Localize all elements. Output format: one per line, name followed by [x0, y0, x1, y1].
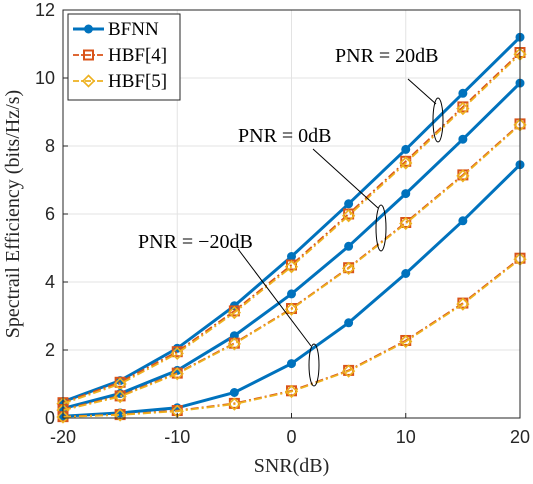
legend: BFNN HBF[4] HBF[5]	[67, 13, 181, 101]
annotation-label: PNR = −20dB	[138, 231, 253, 253]
x-tick-label: 0	[286, 427, 296, 447]
series-group	[58, 78, 525, 413]
legend-label: HBF[4]	[108, 45, 167, 66]
data-point	[344, 318, 354, 328]
series-line	[62, 258, 521, 418]
data-point	[401, 144, 411, 154]
annotation-ellipse	[375, 204, 387, 252]
data-point	[170, 367, 184, 381]
data-point	[399, 156, 413, 170]
x-axis-title: SNR(dB)	[254, 455, 330, 477]
data-point	[287, 252, 296, 261]
legend-label: BFNN	[108, 19, 159, 40]
data-point	[341, 261, 356, 276]
data-point	[287, 289, 296, 299]
x-tick-label: -20	[50, 427, 76, 447]
y-tick-label: 2	[45, 340, 55, 360]
data-point	[458, 216, 468, 226]
data-point	[344, 241, 354, 251]
annotation-leader	[407, 78, 437, 105]
series-line	[62, 124, 521, 412]
series-line	[62, 53, 521, 405]
legend-label: HBF[5]	[108, 71, 167, 92]
y-axis-title: Spectrail Efficiency (bits/Hz/s)	[2, 90, 24, 338]
data-point	[401, 189, 411, 199]
data-point	[229, 388, 239, 397]
annotation-label: PNR = 0dB	[238, 125, 332, 147]
y-tick-label: 8	[45, 136, 55, 156]
y-tick-label: 0	[45, 408, 55, 428]
data-point	[399, 334, 413, 349]
annotation-ellipse	[432, 97, 444, 143]
x-tick-label: 10	[396, 427, 416, 447]
y-tick-label: 6	[45, 204, 55, 224]
y-tick-label: 10	[35, 68, 55, 88]
legend-marker	[81, 74, 96, 88]
data-point	[227, 397, 242, 411]
data-point	[227, 305, 242, 320]
data-point	[56, 410, 70, 424]
series-group	[56, 47, 527, 411]
y-tick-label: 4	[45, 272, 55, 292]
data-point	[456, 297, 470, 311]
data-point	[344, 199, 354, 209]
data-point	[341, 209, 356, 223]
data-point	[401, 269, 411, 278]
annotation-leader	[312, 148, 379, 209]
annotation-leader	[237, 248, 312, 347]
data-point	[399, 216, 413, 231]
data-point	[113, 408, 127, 422]
annotation-layer: PNR = 20dB PNR = 0dB PNR = −20dB	[138, 45, 444, 387]
x-tick-label: -10	[164, 427, 190, 447]
data-point	[458, 88, 468, 98]
data-point	[227, 337, 242, 351]
legend-marker	[83, 49, 94, 61]
grid	[62, 9, 521, 419]
series-layer	[56, 32, 527, 424]
data-point	[287, 359, 296, 369]
legend-marker	[84, 24, 93, 34]
data-point	[458, 134, 468, 144]
data-point	[456, 169, 470, 183]
axis-layer: -20 -10 0 10 20 0 2 4 6 8 10 12	[35, 0, 530, 447]
data-point	[341, 364, 356, 378]
data-point	[284, 260, 299, 274]
data-point	[170, 346, 184, 361]
data-point	[113, 389, 127, 404]
annotation-ellipse	[308, 343, 320, 387]
data-point	[284, 384, 299, 399]
series-line	[62, 51, 521, 404]
annotation-label: PNR = 20dB	[335, 45, 439, 67]
data-point	[456, 101, 470, 116]
x-tick-label: 20	[510, 427, 530, 447]
y-tick-label: 12	[35, 0, 55, 20]
data-point	[284, 302, 299, 316]
